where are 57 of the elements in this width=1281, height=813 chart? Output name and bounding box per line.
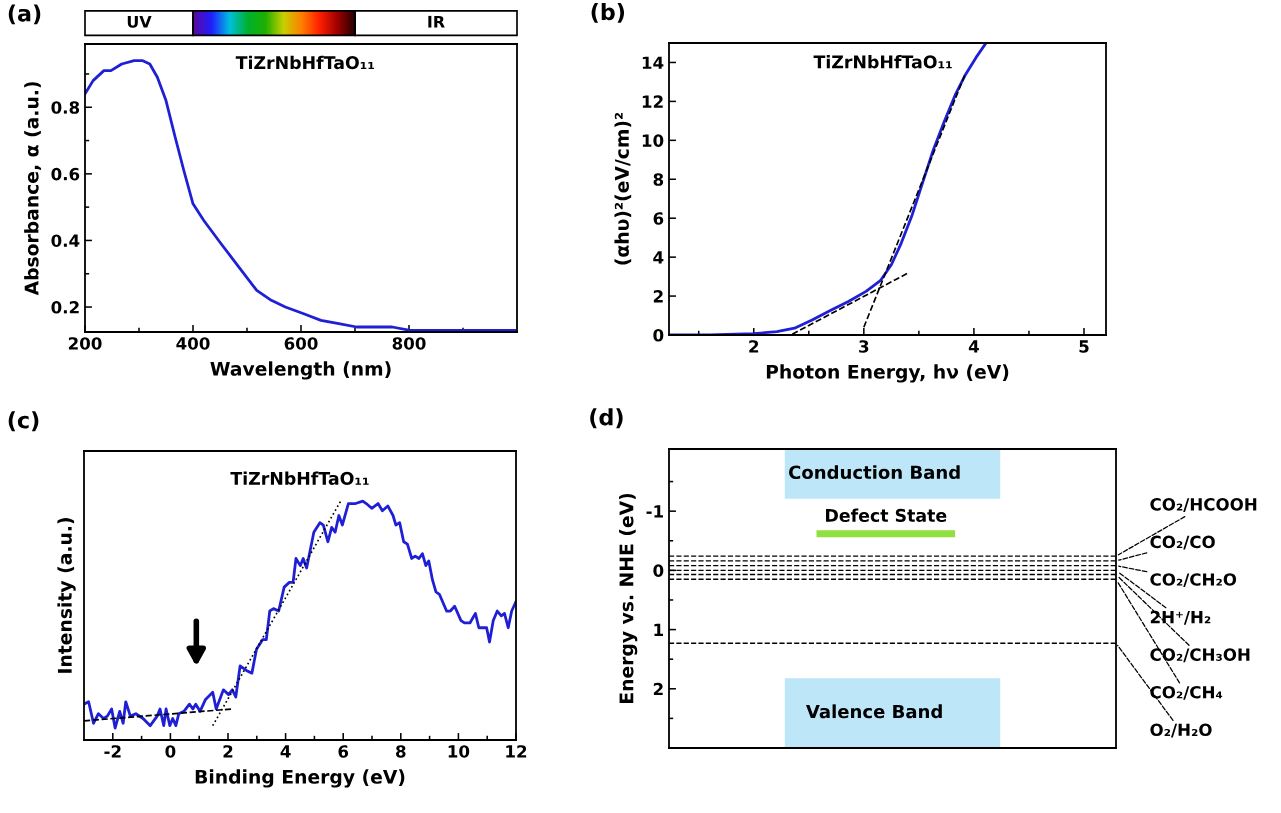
y-axis-title: (αhυ)²(eV/cm)² [614,112,632,265]
y-tick-label: 12 [642,95,663,108]
y-tick-label: 0.6 [51,167,80,181]
x-tick-label: 2 [749,340,759,353]
x-tick-label: 0 [165,745,176,758]
y-tick-label: 2 [653,682,663,696]
x-axis-title: Wavelength (nm) [210,361,391,380]
y-tick-label: 8 [653,173,664,186]
x-tick-label: 200 [68,337,102,350]
y-tick-label: 0 [653,564,664,577]
y-axis-title: Energy vs. NHE (eV) [619,493,638,703]
y-tick-label: 0.4 [51,234,80,248]
x-tick-label: 10 [448,745,470,758]
x-axis-title: Binding Energy (eV) [195,769,405,788]
x-tick-label: 4 [968,340,979,353]
series-label: Valence Band [806,704,942,719]
text: TiZrNbHfTaO₁₁ [813,55,952,69]
y-tick-label: 4 [653,251,664,264]
x-tick-label: 2 [223,745,233,758]
y-tick-label: 0.2 [51,300,79,314]
x-tick-label: 5 [1079,340,1089,353]
y-tick-label: -1 [646,505,663,518]
ref-line-label: CO₂/CO [1150,535,1215,550]
x-tick-label: 800 [392,337,426,350]
ref-line-label: O₂/H₂O [1150,723,1212,738]
text: (c) [8,411,39,432]
text: (b) [591,3,625,23]
chart-title: TiZrNbHfTaO₁₁ [230,471,369,485]
x-tick-label: -2 [104,745,121,758]
x-tick-label: 400 [176,337,210,350]
y-axis-title: Absorbance, α (a.u.) [24,82,42,296]
ref-line-label: CO₂/CH₂O [1150,573,1237,588]
text: (a) [8,4,41,25]
x-axis-title: Photon Energy, hν (eV) [766,364,1009,383]
x-tick-label: 4 [280,745,291,758]
y-tick-label: 2 [653,290,663,303]
y-tick-label: 14 [642,56,664,69]
y-tick-label: 10 [642,134,664,147]
text: UV [127,15,152,28]
text: IR [428,15,445,28]
ref-line-label: CO₂/HCOOH [1150,498,1257,512]
text: (d) [590,408,623,429]
x-tick-label: 8 [396,745,406,758]
x-tick-label: 6 [338,745,349,758]
legend-label: 2H⁺/H₂ [1150,610,1211,625]
y-tick-label: 1 [654,623,663,636]
y-tick-label: 6 [653,212,664,225]
text: TiZrNbHfTaO₁₁ [235,55,374,70]
ref-line-label: CO₂/CH₃OH [1150,648,1250,663]
y-tick-label: 0.8 [51,101,80,114]
ref-line-label: CO₂/CH₄ [1150,685,1223,700]
series-label: Conduction Band [788,465,960,480]
x-tick-label: 3 [859,340,869,353]
x-tick-label: 12 [506,745,527,758]
y-axis-title: Intensity (a.u.) [57,518,76,673]
x-tick-label: 600 [284,337,318,350]
ref-line-label: Defect State [826,508,947,522]
